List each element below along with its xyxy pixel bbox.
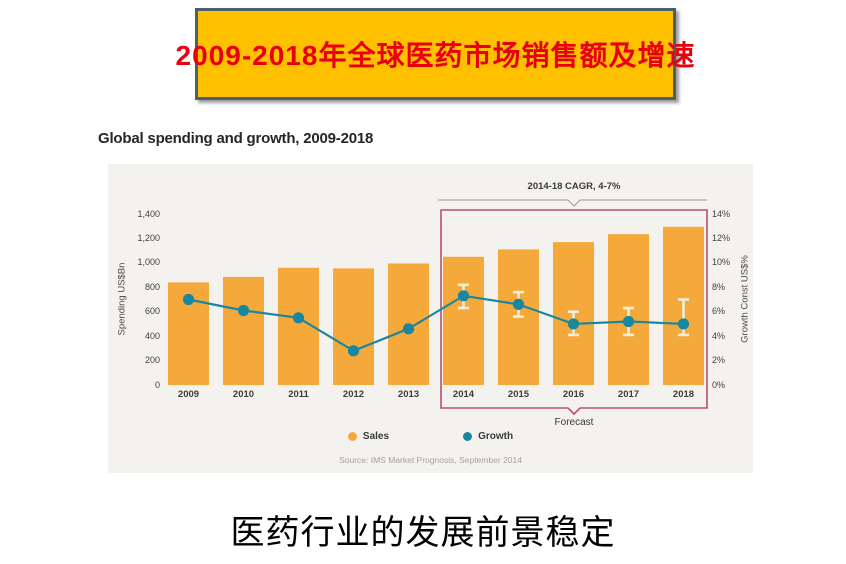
year-label-2015: 2015	[507, 389, 530, 400]
growth-point-2014	[457, 290, 470, 302]
year-label-2011: 2011	[288, 389, 309, 400]
year-label-2016: 2016	[562, 389, 585, 400]
forecast-label: Forecast	[554, 417, 594, 428]
year-label-2017: 2017	[617, 389, 640, 400]
growth-point-2013	[402, 323, 415, 335]
right-axis-tick: 4%	[712, 330, 726, 341]
left-axis-tick: 200	[144, 355, 160, 366]
right-axis-tick: 2%	[712, 355, 726, 366]
growth-point-2017	[622, 315, 635, 328]
right-axis-tick: 6%	[712, 306, 726, 317]
legend-item-growth: Growth	[463, 431, 513, 442]
year-label-2013: 2013	[397, 389, 420, 400]
growth-point-2015	[512, 298, 525, 310]
right-axis-tick: 0%	[712, 379, 726, 390]
sales-legend-label: Sales	[362, 431, 390, 442]
growth-point-2016	[567, 318, 580, 330]
sales-bar-2014	[443, 256, 484, 385]
sales-legend-dot-icon	[347, 432, 357, 441]
growth-point-2009	[182, 293, 195, 306]
year-label-2018: 2018	[672, 389, 695, 400]
source-attribution: Source: IMS Market Prognosis, September …	[339, 455, 522, 465]
left-axis-tick: 800	[144, 281, 160, 292]
sales-bar-2012	[333, 268, 374, 385]
left-axis-title: Spending US$Bn	[116, 262, 128, 336]
title-banner: 2009-2018年全球医药市场销售额及增速	[176, 8, 694, 100]
growth-legend-label: Growth	[478, 431, 514, 442]
left-axis-tick: 1,200	[137, 232, 160, 243]
year-label-2012: 2012	[342, 389, 365, 400]
right-axis-title: Growth Const US$%	[739, 255, 751, 343]
chart-title: Global spending and growth, 2009-2018	[98, 130, 374, 147]
sales-bar-2010	[223, 276, 264, 385]
growth-point-2012	[347, 345, 360, 357]
growth-legend-dot-icon	[463, 432, 473, 441]
growth-line	[188, 294, 684, 353]
cagr-annotation: 2014-18 CAGR, 4-7%	[527, 181, 621, 192]
growth-point-2018	[677, 318, 690, 330]
cagr-bracket-line	[438, 199, 707, 207]
right-axis-tick: 14%	[712, 208, 731, 219]
left-axis-tick: 1,000	[137, 257, 160, 268]
forecast-box	[440, 209, 708, 416]
right-axis-tick: 12%	[712, 232, 731, 243]
left-axis-tick: 600	[144, 306, 160, 317]
chart-plot	[168, 199, 708, 416]
year-label-2009: 2009	[177, 389, 200, 400]
growth-point-2011	[292, 312, 305, 324]
growth-point-2010	[237, 304, 250, 317]
left-axis-tick: 1,400	[137, 208, 160, 219]
right-axis-tick: 8%	[712, 281, 726, 292]
legend-item-sales: Sales	[347, 431, 390, 442]
chart-panel: 2014-18 CAGR, 4-7% Spending US$Bn Growth…	[108, 164, 753, 473]
year-label-2010: 2010	[232, 389, 255, 400]
right-axis-tick: 10%	[712, 257, 731, 268]
chart-legend: Sales Growth	[108, 431, 753, 442]
left-axis-tick: 0	[154, 379, 160, 390]
left-axis-tick: 400	[144, 330, 160, 341]
slide-caption: 医药行业的发展前景稳定	[230, 514, 616, 552]
banner-title: 2009-2018年全球医药市场销售额及增速	[175, 40, 696, 71]
year-label-2014: 2014	[452, 389, 475, 400]
